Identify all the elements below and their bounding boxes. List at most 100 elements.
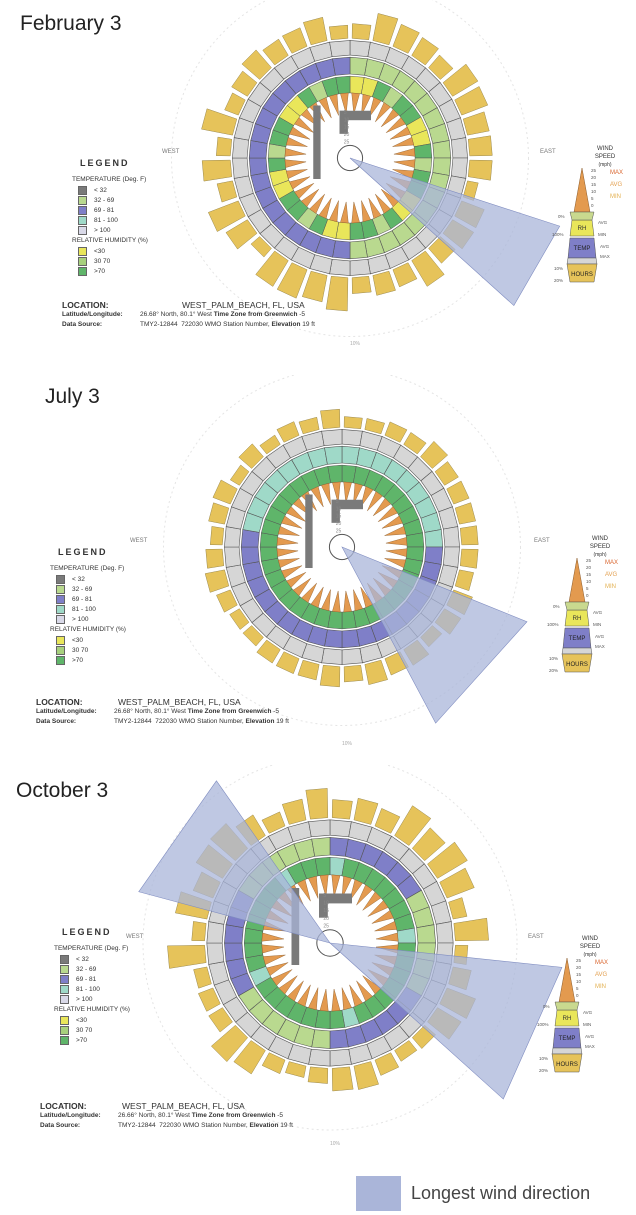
temp-ring-cell <box>224 942 244 962</box>
gray-block <box>339 110 348 134</box>
rh-heading: RELATIVE HUMIDITY (%) <box>54 1006 130 1013</box>
wind-spike <box>375 932 399 942</box>
hours-bar <box>255 250 289 287</box>
hours-bar <box>374 808 401 834</box>
wind-spike <box>318 97 332 119</box>
key-rh <box>554 1001 580 1011</box>
hours-bar <box>215 136 233 157</box>
hours-bar <box>276 262 308 299</box>
wind-spike <box>292 578 311 597</box>
gray-ring-cell <box>224 526 241 548</box>
key-tick: 0 <box>591 203 594 208</box>
hours-bar <box>325 275 349 312</box>
legend-swatch <box>56 645 65 655</box>
west-label: WEST <box>130 538 148 544</box>
legend-item: < 32 <box>72 185 148 195</box>
hours-bar <box>259 434 281 455</box>
wind-spike <box>393 148 416 157</box>
key-pct: 0% <box>553 604 560 609</box>
rh-ring-cell <box>335 75 351 95</box>
hours-bar <box>454 569 475 592</box>
legend-swatch <box>56 655 65 665</box>
hours-bar <box>427 841 468 879</box>
key-title: WIND <box>597 146 614 152</box>
scale-tick: 5 <box>323 893 326 899</box>
wind-spike <box>271 969 293 986</box>
south-label: 10% <box>350 341 361 347</box>
legend-swatch <box>78 225 87 235</box>
key-pct: 0% <box>558 214 565 219</box>
gray-block <box>331 499 363 510</box>
wind-spike <box>278 975 298 995</box>
scale-tick: 25 <box>336 528 342 534</box>
wind-spike <box>381 189 400 208</box>
key-side: AVG <box>600 244 610 249</box>
legend-swatch <box>56 614 65 624</box>
hours-bar <box>225 219 258 250</box>
legend-item: 69 - 81 <box>72 205 148 215</box>
wind-spike <box>289 176 311 190</box>
hours-bar <box>353 797 379 825</box>
wind-spike <box>286 572 307 588</box>
hours-bar <box>372 270 396 296</box>
hours-bar <box>328 24 349 41</box>
rh-ring-cell <box>327 464 343 484</box>
scale-tick: 5 <box>336 499 339 505</box>
key-pct: 10% <box>539 1056 548 1061</box>
legend-heading: LEGEND <box>58 547 108 557</box>
temp-ring-cell <box>432 140 452 159</box>
wind-spike <box>297 984 311 1007</box>
gray-ring-cell <box>232 137 249 159</box>
legend-swatch <box>60 1015 69 1025</box>
gray-ring-cell <box>206 921 225 944</box>
legend-item: <30 <box>72 246 148 256</box>
key-hours <box>561 653 593 673</box>
legend-item: 81 - 100 <box>50 604 126 614</box>
south-label: 10% <box>330 1141 341 1147</box>
hours-bar <box>216 589 238 613</box>
guide-circle <box>163 375 521 726</box>
key-pct: 100% <box>537 1022 549 1027</box>
wind-spike <box>374 921 398 932</box>
key-min: MIN <box>610 194 621 200</box>
hours-bar <box>343 416 363 430</box>
hours-bar <box>209 526 225 546</box>
wind-spike <box>377 506 398 522</box>
hours-bar <box>212 479 238 505</box>
key-pct: 10% <box>554 266 563 271</box>
temp-ring-cell <box>311 837 331 857</box>
longest-wind-fan <box>138 780 331 944</box>
key-wind-spike <box>568 557 586 603</box>
hours-bar <box>208 502 230 525</box>
wind-spike <box>266 962 289 976</box>
wind-spike <box>392 137 415 147</box>
wind-spike <box>286 506 307 522</box>
gray-ring-cell <box>341 429 363 446</box>
hours-bar <box>364 659 388 685</box>
key-side: AVG <box>583 1010 593 1015</box>
legend-heading: LEGEND <box>62 927 112 937</box>
legend-item: 32 - 69 <box>54 964 130 974</box>
wind-spike <box>310 586 324 608</box>
hours-bar <box>261 811 286 834</box>
key-tick: 10 <box>586 579 592 584</box>
hours-bar <box>459 548 479 569</box>
wind-spike <box>289 126 311 140</box>
key-tick: 25 <box>591 168 597 173</box>
wind-spike <box>353 482 363 505</box>
key-pct: 20% <box>539 1068 548 1073</box>
legend-item: 30 70 <box>50 645 126 655</box>
longest-wind-fan <box>341 546 528 724</box>
wind-spike <box>287 980 304 1002</box>
temp-heading: TEMPERATURE (Deg. F) <box>72 176 147 183</box>
hours-bar <box>229 464 250 486</box>
hours-bar <box>439 867 475 899</box>
key-title: WIND <box>592 536 609 542</box>
wind-spike <box>340 201 349 224</box>
legend-swatch <box>78 195 87 205</box>
wind-spike <box>341 875 352 899</box>
hours-bar <box>205 548 225 569</box>
temp-ring-cell <box>248 157 268 176</box>
hours-bar <box>392 23 420 54</box>
